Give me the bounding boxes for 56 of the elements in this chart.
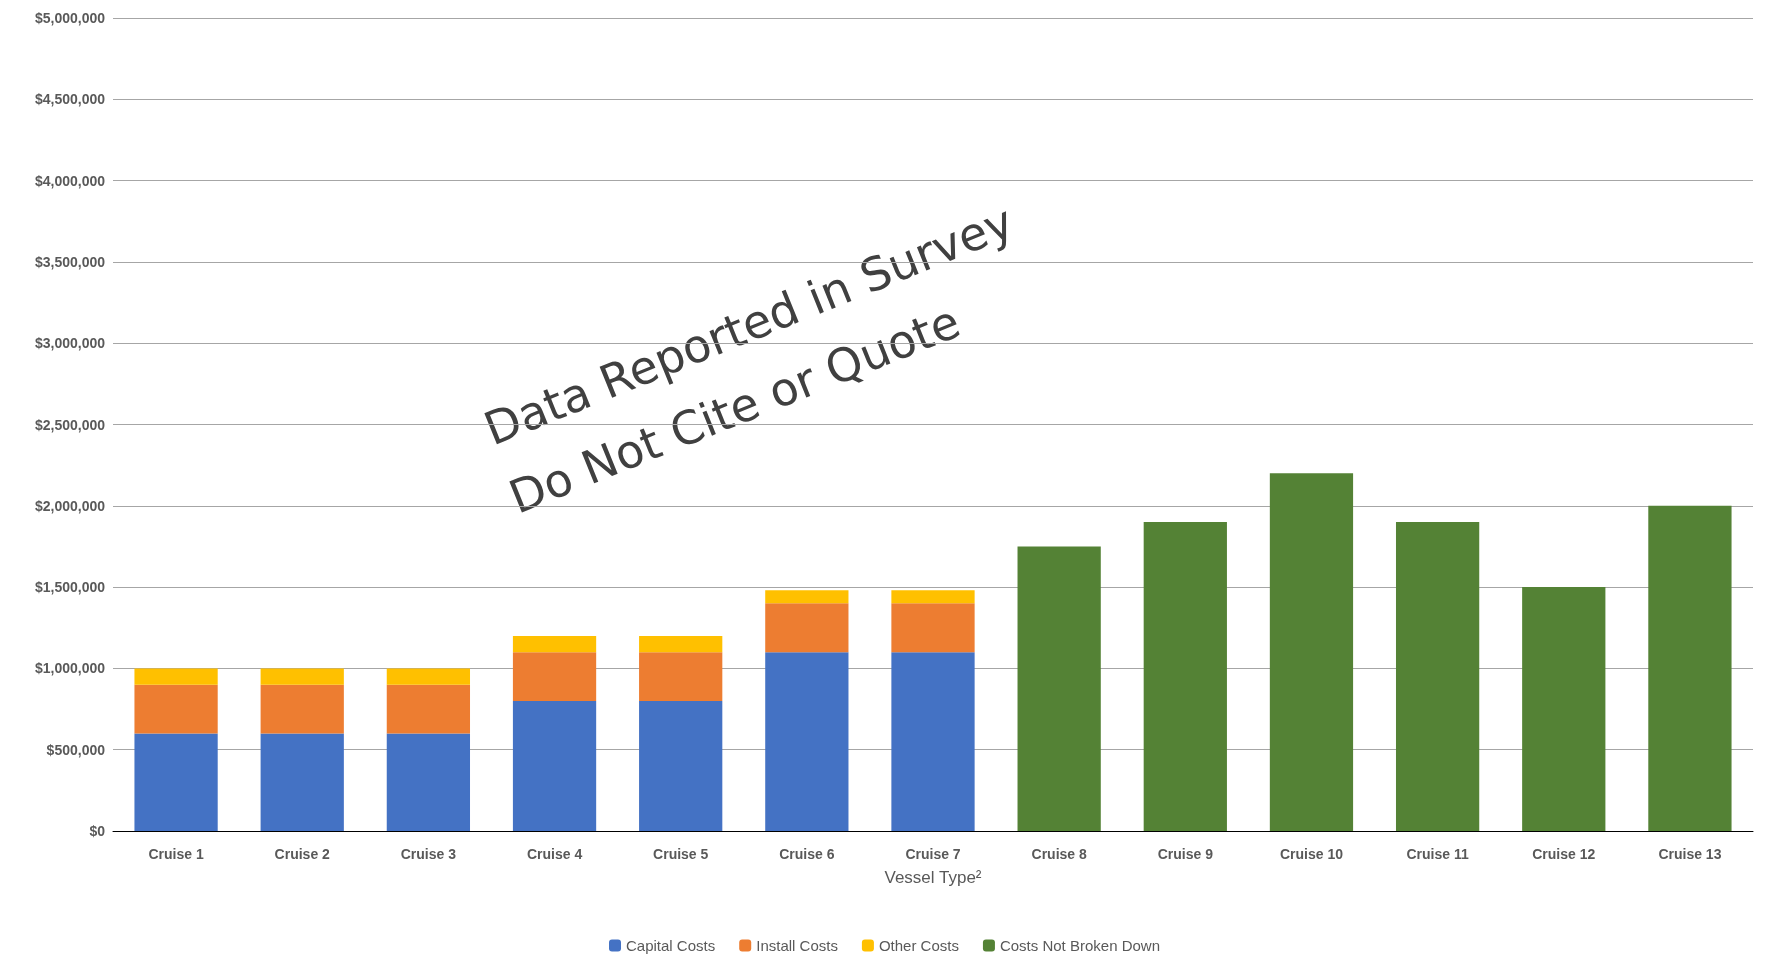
x-axis-title: Vessel Type² [884,868,982,887]
y-tick-label: $2,500,000 [34,416,106,433]
bar [260,733,344,831]
bar [386,684,471,734]
bar [512,700,597,831]
bar [891,603,975,653]
x-tick-label: Cruise 1 [148,846,204,862]
x-tick-label: Cruise 12 [1532,846,1596,862]
bar [260,684,344,734]
bar [765,603,849,653]
y-tick-label: $5,000,000 [34,10,106,26]
bar [260,668,344,685]
legend-label: Other Costs [878,937,959,954]
bar [639,652,723,701]
y-tick-label: $1,000,000 [34,660,106,677]
bar [134,733,218,831]
bar [512,635,597,653]
bar [1143,522,1227,831]
bar [1522,587,1606,831]
x-tick-label: Cruise 9 [1157,846,1214,862]
bar [1395,522,1480,831]
x-tick-label: Cruise 6 [779,846,835,862]
bar [891,652,975,831]
y-tick-label: $500,000 [46,741,106,758]
y-tick-label: $4,000,000 [34,172,106,189]
bar [765,590,849,604]
legend-label: Costs Not Broken Down [999,937,1161,954]
y-tick-label: $4,500,000 [34,91,106,108]
bar [386,668,471,685]
bar [1017,546,1101,831]
bar [639,700,723,831]
x-tick-label: Cruise 3 [400,846,457,862]
x-tick-label: Cruise 7 [905,846,961,862]
y-tick-label: $1,500,000 [34,579,106,596]
bar [512,652,597,701]
x-tick-label: Cruise 4 [526,846,583,862]
x-tick-label: Cruise 5 [653,846,709,862]
bar [134,684,218,734]
bar [1269,473,1354,831]
legend-label: Capital Costs [626,937,716,954]
bar [891,590,975,604]
bar [765,652,849,831]
y-tick-label: $3,500,000 [34,253,106,270]
x-tick-label: Cruise 13 [1658,846,1722,862]
x-tick-label: Cruise 11 [1406,846,1469,862]
y-tick-label: $3,000,000 [34,335,106,352]
bar [386,733,471,831]
y-tick-label: $0 [89,823,106,839]
x-tick-label: Cruise 8 [1031,846,1087,862]
x-tick-label: Cruise 2 [274,846,331,862]
y-tick-label: $2,000,000 [34,497,106,514]
x-tick-label: Cruise 10 [1279,846,1344,862]
bar [639,635,723,653]
bar [134,668,218,685]
legend-label: Install Costs [756,937,838,954]
bar [1648,505,1732,831]
